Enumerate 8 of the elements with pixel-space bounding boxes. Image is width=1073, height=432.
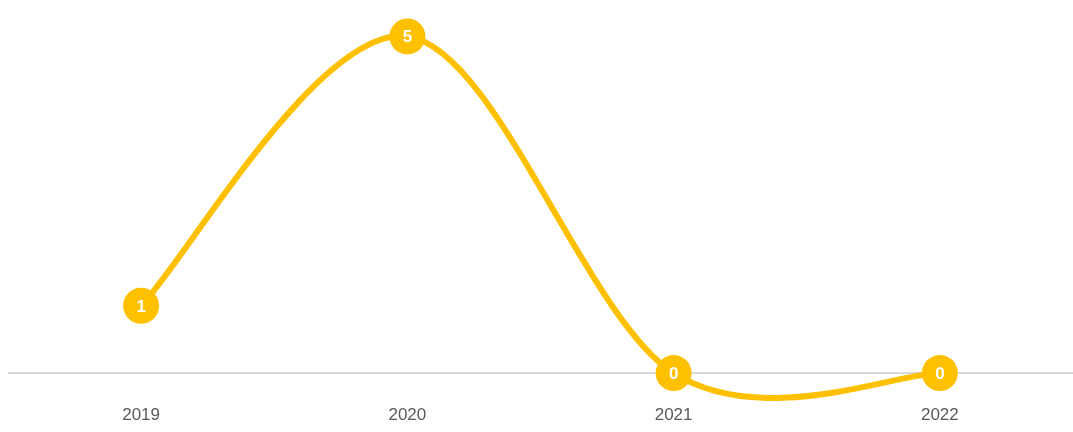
data-label: 0 xyxy=(935,364,945,384)
x-tick-label: 2022 xyxy=(920,405,959,425)
x-tick-label: 2019 xyxy=(122,405,161,425)
data-label: 1 xyxy=(136,296,146,316)
x-tick-label: 2021 xyxy=(654,405,693,425)
data-label: 5 xyxy=(402,27,413,47)
x-tick-label: 2020 xyxy=(388,405,427,425)
data-label: 0 xyxy=(668,364,679,384)
